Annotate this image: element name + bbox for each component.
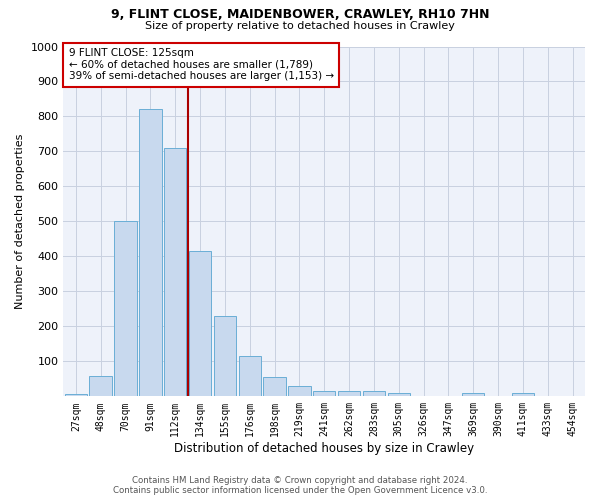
Text: Size of property relative to detached houses in Crawley: Size of property relative to detached ho…	[145, 21, 455, 31]
Bar	[512, 393, 534, 396]
Bar	[338, 391, 360, 396]
Bar	[363, 391, 385, 396]
Bar	[313, 391, 335, 396]
Y-axis label: Number of detached properties: Number of detached properties	[15, 134, 25, 309]
Bar	[115, 222, 137, 396]
Bar	[65, 394, 87, 396]
X-axis label: Distribution of detached houses by size in Crawley: Distribution of detached houses by size …	[174, 442, 474, 455]
Text: 9 FLINT CLOSE: 125sqm
← 60% of detached houses are smaller (1,789)
39% of semi-d: 9 FLINT CLOSE: 125sqm ← 60% of detached …	[68, 48, 334, 82]
Bar	[189, 251, 211, 396]
Text: Contains HM Land Registry data © Crown copyright and database right 2024.
Contai: Contains HM Land Registry data © Crown c…	[113, 476, 487, 495]
Bar	[214, 316, 236, 396]
Bar	[164, 148, 187, 396]
Bar	[239, 356, 261, 397]
Bar	[89, 376, 112, 396]
Bar	[139, 110, 161, 397]
Text: 9, FLINT CLOSE, MAIDENBOWER, CRAWLEY, RH10 7HN: 9, FLINT CLOSE, MAIDENBOWER, CRAWLEY, RH…	[111, 8, 489, 20]
Bar	[288, 386, 311, 396]
Bar	[462, 393, 484, 396]
Bar	[388, 393, 410, 396]
Bar	[263, 377, 286, 396]
